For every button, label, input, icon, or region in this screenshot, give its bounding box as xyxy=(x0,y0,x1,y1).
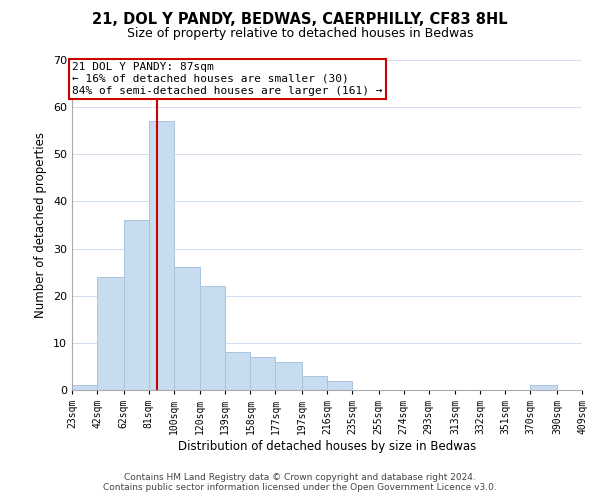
Bar xyxy=(250,357,275,390)
Text: 21 DOL Y PANDY: 87sqm
← 16% of detached houses are smaller (30)
84% of semi-deta: 21 DOL Y PANDY: 87sqm ← 16% of detached … xyxy=(72,62,383,96)
Text: Size of property relative to detached houses in Bedwas: Size of property relative to detached ho… xyxy=(127,28,473,40)
Bar xyxy=(124,220,149,390)
Bar xyxy=(530,386,557,390)
Bar xyxy=(327,380,352,390)
Bar xyxy=(97,277,124,390)
Bar xyxy=(149,122,174,390)
Bar xyxy=(174,268,200,390)
X-axis label: Distribution of detached houses by size in Bedwas: Distribution of detached houses by size … xyxy=(178,440,476,453)
Text: 21, DOL Y PANDY, BEDWAS, CAERPHILLY, CF83 8HL: 21, DOL Y PANDY, BEDWAS, CAERPHILLY, CF8… xyxy=(92,12,508,28)
Bar xyxy=(302,376,327,390)
Bar xyxy=(72,386,97,390)
Bar xyxy=(200,286,225,390)
Y-axis label: Number of detached properties: Number of detached properties xyxy=(34,132,47,318)
Bar xyxy=(225,352,250,390)
Text: Contains HM Land Registry data © Crown copyright and database right 2024.
Contai: Contains HM Land Registry data © Crown c… xyxy=(103,473,497,492)
Bar xyxy=(275,362,302,390)
